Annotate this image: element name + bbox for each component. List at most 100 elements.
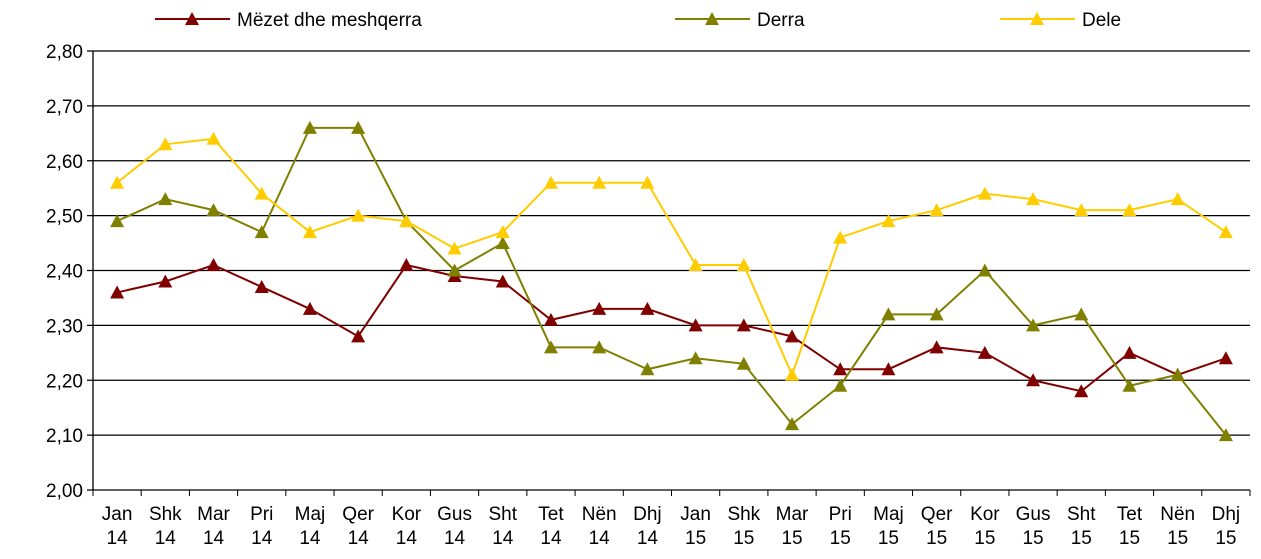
marker — [495, 225, 510, 239]
marker — [447, 263, 462, 277]
marker — [785, 329, 800, 343]
y-tick-label: 2,20 — [46, 371, 83, 392]
marker — [592, 340, 607, 354]
legend-label: Derra — [757, 10, 805, 31]
marker — [1074, 307, 1089, 321]
marker — [399, 214, 414, 228]
marker — [1122, 378, 1137, 392]
marker — [688, 258, 703, 272]
marker — [206, 131, 221, 145]
x-tick-label: Qer 15 — [921, 504, 953, 549]
marker — [785, 367, 800, 381]
marker — [206, 258, 221, 272]
marker — [1026, 373, 1041, 387]
marker — [929, 307, 944, 321]
marker — [688, 318, 703, 332]
marker — [640, 362, 655, 376]
marker — [399, 258, 414, 272]
marker — [543, 340, 558, 354]
x-tick-label: Tet 14 — [538, 504, 564, 549]
marker — [833, 362, 848, 376]
marker — [592, 301, 607, 315]
series-line — [116, 137, 1227, 378]
marker — [1218, 225, 1233, 239]
y-tick-label: 2,30 — [46, 316, 83, 337]
marker — [254, 186, 269, 200]
x-tick-label: Dhj 15 — [1212, 504, 1241, 549]
x-tick-label: Pri 14 — [250, 504, 273, 549]
x-tick-label: Shk 14 — [149, 504, 182, 549]
marker — [592, 175, 607, 189]
marker — [110, 285, 125, 299]
marker — [351, 208, 366, 222]
marker — [1074, 384, 1089, 398]
marker — [351, 120, 366, 134]
marker — [881, 307, 896, 321]
x-tick-label: Nën 15 — [1160, 504, 1195, 549]
marker — [640, 301, 655, 315]
marker — [977, 345, 992, 359]
marker — [302, 225, 317, 239]
legend-label: Mëzet dhe meshqerra — [237, 10, 422, 31]
x-tick-label: Mar 15 — [776, 504, 809, 549]
x-tick-label: Dhj 14 — [633, 504, 662, 549]
marker — [929, 340, 944, 354]
marker — [158, 137, 173, 151]
x-tick-label: Qer 14 — [342, 504, 374, 549]
legend-marker — [185, 12, 199, 25]
marker — [158, 192, 173, 206]
marker — [206, 203, 221, 217]
legend-marker — [1030, 12, 1044, 25]
marker — [929, 203, 944, 217]
marker — [543, 312, 558, 326]
marker — [881, 362, 896, 376]
x-tick-label: Maj 15 — [873, 504, 904, 549]
marker — [302, 120, 317, 134]
marker — [1074, 203, 1089, 217]
x-tick-label: Gus 14 — [437, 504, 472, 549]
marker — [254, 279, 269, 293]
marker — [158, 274, 173, 288]
marker — [736, 258, 751, 272]
series-line — [116, 263, 1227, 393]
x-tick-label: Maj 14 — [295, 504, 326, 549]
marker — [543, 175, 558, 189]
y-tick-label: 2,70 — [46, 97, 83, 118]
legend-marker — [705, 12, 719, 25]
marker — [1122, 345, 1137, 359]
marker — [495, 236, 510, 250]
marker — [833, 378, 848, 392]
y-tick-label: 2,10 — [46, 426, 83, 447]
y-tick-label: 2,00 — [46, 481, 83, 502]
marker — [302, 301, 317, 315]
x-tick-label: Gus 15 — [1016, 504, 1051, 549]
y-tick-label: 2,60 — [46, 152, 83, 173]
marker — [1218, 351, 1233, 365]
x-tick-label: Nën 14 — [582, 504, 617, 549]
marker — [881, 214, 896, 228]
marker — [833, 230, 848, 244]
x-tick-label: Sht 14 — [489, 504, 518, 549]
x-tick-label: Kor 15 — [970, 504, 1000, 549]
marker — [688, 351, 703, 365]
x-tick-label: Kor 14 — [392, 504, 422, 549]
x-tick-label: Mar 14 — [197, 504, 230, 549]
marker — [640, 175, 655, 189]
marker — [977, 263, 992, 277]
marker — [977, 186, 992, 200]
y-tick-label: 2,80 — [46, 42, 83, 63]
marker — [1170, 192, 1185, 206]
marker — [1026, 192, 1041, 206]
x-tick-label: Jan 14 — [102, 504, 133, 549]
marker — [736, 356, 751, 370]
marker — [351, 329, 366, 343]
marker — [110, 214, 125, 228]
marker — [1218, 428, 1233, 442]
marker — [110, 175, 125, 189]
x-tick-label: Tet 15 — [1117, 504, 1143, 549]
x-tick-label: Pri 15 — [829, 504, 852, 549]
marker — [447, 241, 462, 255]
x-tick-label: Jan 15 — [680, 504, 711, 549]
series-line — [116, 126, 1227, 436]
marker — [254, 225, 269, 239]
